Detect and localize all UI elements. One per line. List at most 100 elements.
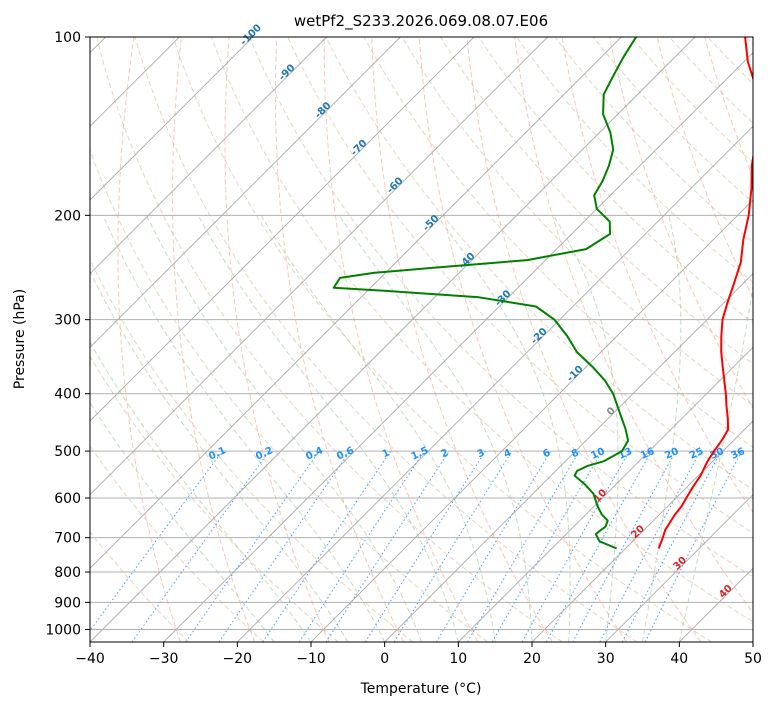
mixing-ratio-line	[435, 450, 552, 642]
dry-adiabat	[401, 37, 753, 406]
adiabat-curve	[704, 37, 753, 179]
moist-adiabat	[552, 215, 619, 642]
isotherm-label: -60	[385, 176, 406, 197]
adiabat-curve	[323, 37, 479, 642]
dewpoint-line	[332, 37, 637, 550]
isotherm-line	[90, 37, 549, 496]
adiabat-curve	[418, 37, 627, 642]
mixing-ratio-label: 20	[663, 446, 680, 462]
dry-adiabat	[287, 37, 753, 534]
mixing-ratio-labels: 0.1 0.2 0.4 0.6 1 1.5 2 3 4 6 8 10 13 16 20 25 30 36	[207, 445, 747, 462]
moist-adiabat	[197, 215, 459, 642]
mixing-ratio-line	[185, 450, 320, 642]
mixing-ratio-line	[131, 450, 270, 642]
isotherm-line	[90, 37, 475, 422]
isotherm-label: -80	[313, 100, 334, 121]
moist-adiabat	[90, 341, 312, 642]
isotherm-line	[531, 420, 753, 642]
isotherm-label: -20	[529, 326, 550, 347]
isotherm-line	[163, 51, 753, 642]
plot-frame	[89, 36, 754, 643]
adiabat-curve	[275, 37, 404, 642]
isotherm-label: -90	[277, 63, 298, 84]
x-tick-label: 10	[449, 651, 467, 667]
mixing-ratio-line	[218, 450, 351, 642]
dry-adiabat	[90, 355, 339, 642]
mixing-ratio-line	[90, 450, 223, 632]
adiabat-curve	[117, 37, 181, 642]
dry-adiabat	[745, 37, 753, 46]
isotherm-label: 30	[672, 555, 690, 573]
dry-adiabat	[90, 445, 264, 642]
mixing-ratio-label: 30	[709, 446, 726, 462]
isotherm-line	[90, 37, 254, 201]
mixing-ratio-label: 36	[729, 446, 746, 462]
adiabat-curve	[224, 37, 330, 642]
x-tick-label: −10	[296, 651, 326, 667]
adiabat-curve	[171, 37, 256, 642]
mixing-ratio-label: 2	[439, 447, 450, 460]
temperature-line	[657, 37, 753, 549]
background-lines	[90, 37, 753, 642]
mixing-ratio-line	[364, 450, 486, 642]
adiabat-curve	[561, 37, 753, 514]
dry-adiabat	[516, 37, 753, 284]
y-tick-label: 200	[54, 208, 81, 224]
x-tick-label: −20	[223, 651, 253, 667]
isotherm-line	[605, 493, 753, 642]
mixing-ratio-label: 6	[541, 447, 552, 460]
y-axis: 100 200 300 400 500 600 700 800 900 1000	[45, 30, 90, 638]
moist-adiabat	[338, 215, 533, 642]
isotherm-line	[90, 37, 622, 570]
isotherm-line	[310, 199, 753, 642]
dry-adiabat	[90, 531, 190, 642]
x-axis-label: Temperature (°C)	[360, 681, 482, 697]
isotherm-label: -50	[421, 213, 442, 234]
dry-adiabat	[325, 37, 753, 491]
dry-adiabat	[478, 37, 753, 324]
isotherm-label: 20	[629, 523, 647, 541]
isotherm-line	[90, 37, 401, 349]
dry-adiabat	[554, 37, 753, 243]
x-tick-label: 0	[380, 651, 389, 667]
isotherm-label: -100	[238, 22, 264, 48]
x-tick-label: 40	[670, 651, 688, 667]
moist-adiabat	[678, 282, 753, 642]
dry-adiabat	[96, 37, 563, 642]
y-tick-label: 300	[54, 313, 81, 329]
y-tick-label: 800	[54, 565, 81, 581]
adiabat-curve	[751, 37, 753, 41]
pressure-gridlines	[90, 37, 753, 630]
mixing-ratio-label: 10	[589, 446, 606, 462]
x-tick-label: 20	[523, 651, 541, 667]
mixing-ratio-line	[545, 450, 653, 642]
mixing-ratio-line	[521, 450, 630, 642]
y-tick-label: 900	[54, 595, 81, 611]
dry-adiabat	[90, 258, 414, 642]
x-axis: −40 −30 −20 −10 0 10 20 30 40 50	[75, 642, 762, 667]
isotherm-label: -70	[349, 138, 370, 159]
isotherm-line	[90, 37, 328, 275]
y-tick-label: 700	[54, 531, 81, 547]
mixing-ratio-line	[621, 450, 722, 642]
mixing-ratio-line	[572, 450, 677, 642]
isotherm-line	[678, 567, 753, 642]
isotherm-line	[236, 125, 753, 642]
mixing-ratio-label: 16	[639, 446, 656, 462]
dry-adiabat	[134, 37, 638, 642]
mixing-ratio-line	[599, 450, 701, 642]
mixing-ratio-line	[393, 450, 513, 642]
y-tick-label: 500	[54, 444, 81, 460]
chart-title: wetPf2_S233.2026.069.08.07.E06	[294, 12, 548, 31]
y-tick-label: 100	[54, 30, 81, 46]
mixing-ratio-label: 4	[502, 447, 513, 460]
x-tick-label: −30	[149, 651, 179, 667]
profiles	[332, 37, 753, 550]
dry-adiabat	[172, 37, 712, 642]
moist-adiabat	[260, 215, 496, 642]
adiabat-curve	[609, 37, 753, 410]
moist-adiabat	[436, 215, 571, 642]
mixing-ratio-label: 0.4	[304, 445, 325, 462]
adiabat-curve	[466, 37, 702, 642]
